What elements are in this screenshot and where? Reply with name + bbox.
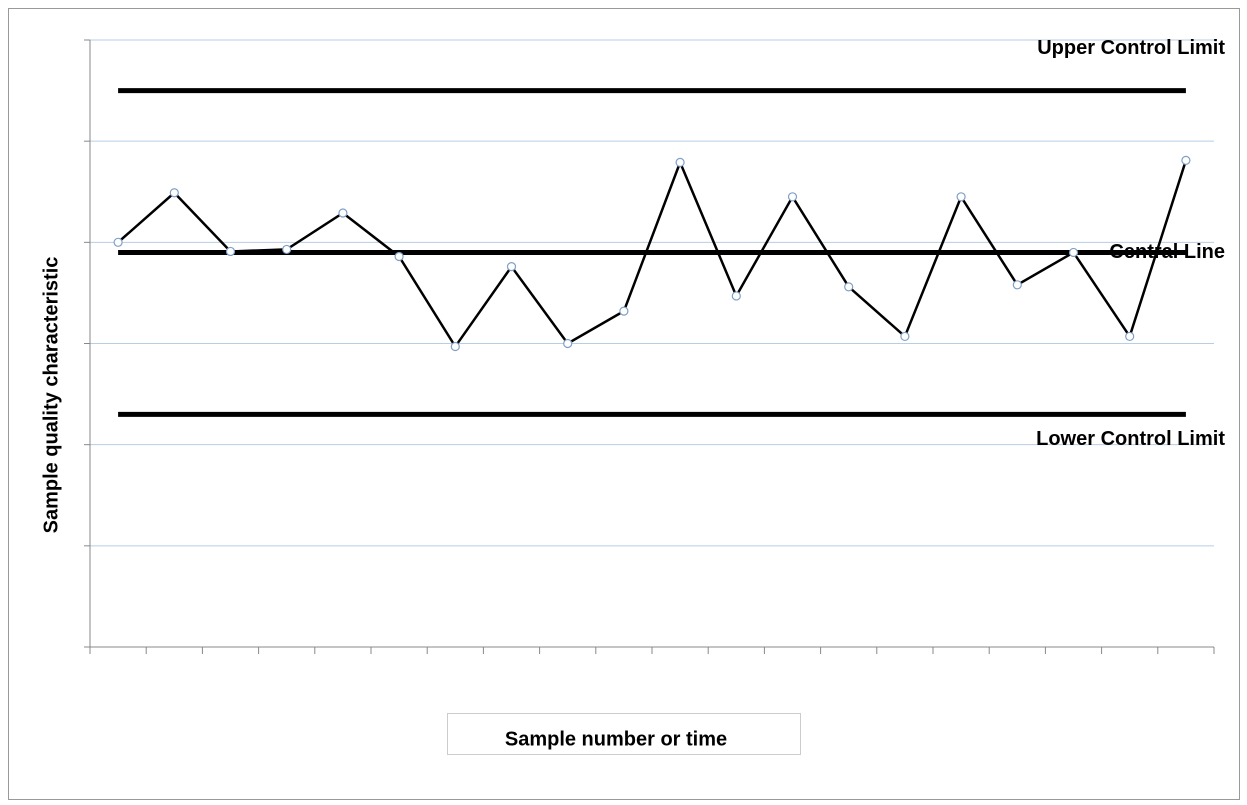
- data-point: [506, 262, 517, 272]
- data-point: [787, 192, 798, 202]
- y-axis-label: Sample quality characteristic: [40, 257, 62, 534]
- data-point: [1125, 331, 1135, 342]
- data-point: [169, 188, 179, 198]
- control-label: Central Line: [1109, 241, 1225, 264]
- control-label: Lower Control Limit: [1036, 428, 1225, 451]
- data-point: [956, 192, 966, 202]
- control-label-box: Upper Control Limit: [1037, 36, 1225, 59]
- x-axis-label: Sample number or time: [505, 728, 727, 750]
- data-point: [394, 251, 404, 262]
- x-label-box: [447, 713, 801, 755]
- data-point: [619, 306, 629, 316]
- data-point: [1068, 247, 1079, 258]
- data-point: [450, 341, 460, 352]
- data-point: [1012, 280, 1022, 290]
- data-point: [113, 237, 123, 247]
- data-point: [282, 244, 292, 255]
- control-label-box: Lower Control Limit: [1036, 428, 1225, 451]
- data-point: [844, 282, 854, 292]
- data-point: [900, 331, 910, 342]
- chart-frame: [8, 8, 1240, 800]
- data-point: [731, 291, 741, 301]
- data-line: [117, 159, 1188, 349]
- data-point: [1181, 155, 1191, 165]
- data-point: [675, 157, 685, 168]
- data-point: [225, 246, 236, 257]
- data-point: [563, 338, 573, 349]
- control-label: Upper Control Limit: [1037, 36, 1225, 59]
- control-label-box: Central Line: [1109, 241, 1225, 264]
- data-point: [338, 208, 348, 218]
